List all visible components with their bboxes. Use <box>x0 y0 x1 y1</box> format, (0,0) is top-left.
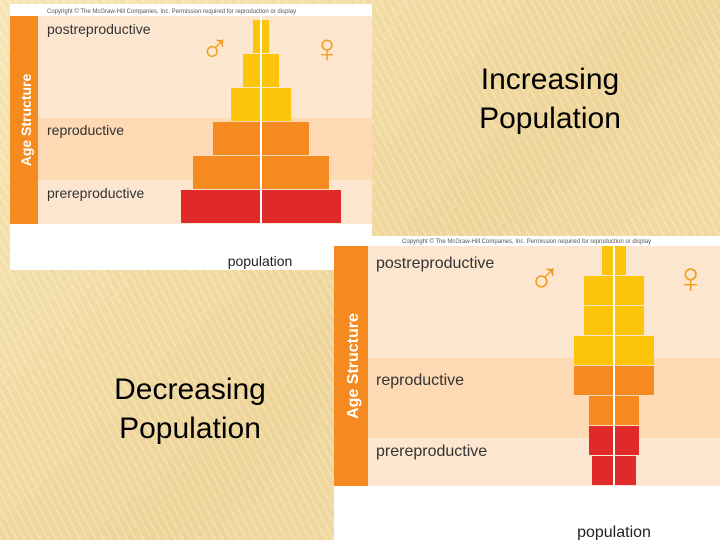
label-postreproductive: postreproductive <box>376 255 494 272</box>
decreasing-pyramid-panel: Copyright © The McGraw-Hill Companies, I… <box>334 236 720 540</box>
label-reproductive: reproductive <box>376 372 464 389</box>
axis-sidebar <box>10 16 38 224</box>
male-symbol-icon: ♂ <box>200 27 230 71</box>
increasing-population-text: Increasing Population <box>479 63 621 135</box>
label-prereproductive: prereproductive <box>376 443 487 460</box>
label-prereproductive: prereproductive <box>47 185 144 201</box>
female-symbol-icon: ♀ <box>674 254 707 303</box>
x-axis-label: population <box>577 524 651 540</box>
band-prereproductive <box>334 438 720 486</box>
increasing-pyramid-panel: Copyright © The McGraw-Hill Companies, I… <box>10 4 372 270</box>
axis-label: Age Structure <box>345 313 362 419</box>
decreasing-population-text: Decreasing Population <box>114 373 266 445</box>
axis-label: Age Structure <box>18 74 34 167</box>
axis-sidebar <box>334 246 368 486</box>
male-symbol-icon: ♂ <box>528 254 561 303</box>
decreasing-pyramid-diagram: Copyright © The McGraw-Hill Companies, I… <box>334 238 720 540</box>
band-postreproductive <box>334 246 720 358</box>
band-postreproductive <box>10 16 372 118</box>
label-postreproductive: postreproductive <box>47 21 151 37</box>
label-reproductive: reproductive <box>47 122 124 138</box>
decreasing-population-title: Decreasing Population <box>92 370 288 448</box>
female-symbol-icon: ♀ <box>312 27 342 71</box>
band-reproductive <box>334 358 720 438</box>
increasing-pyramid-diagram: Copyright © The McGraw-Hill Companies, I… <box>10 8 372 269</box>
copyright-notice: Copyright © The McGraw-Hill Companies, I… <box>47 8 296 15</box>
copyright-notice: Copyright © The McGraw-Hill Companies, I… <box>402 238 651 245</box>
x-axis-label: population <box>228 253 293 269</box>
increasing-population-title: Increasing Population <box>452 60 648 138</box>
